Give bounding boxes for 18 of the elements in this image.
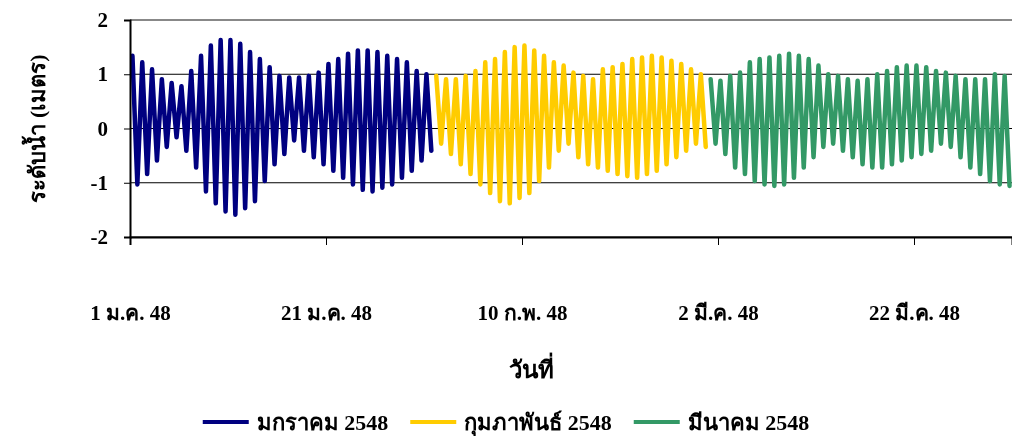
x-tick-label: 22 มี.ค. 48 (869, 300, 960, 325)
y-tick-label: 2 (97, 8, 108, 33)
x-tick-label: 2 มี.ค. 48 (678, 300, 759, 325)
y-axis-title: ระดับน้ำ (เมตร) (21, 54, 50, 203)
y-tick-label: -2 (90, 225, 108, 250)
legend-label: มกราคม 2548 (256, 410, 389, 435)
y-tick-label: -1 (90, 170, 108, 195)
x-tick-label: 10 ก.พ. 48 (477, 300, 568, 325)
y-tick-label: 1 (97, 62, 108, 87)
line-series (434, 43, 708, 206)
legend-label: กุมภาพันธ์ 2548 (464, 410, 612, 437)
legend-label: มีนาคม 2548 (687, 410, 810, 435)
x-tick-label: 21 ม.ค. 48 (281, 300, 372, 325)
x-axis-title: วันที่ (508, 352, 554, 383)
y-tick-label: 0 (97, 116, 108, 141)
x-tick-label: 1 ม.ค. 48 (90, 300, 171, 325)
line-series (130, 37, 434, 218)
line-series (708, 51, 1012, 189)
